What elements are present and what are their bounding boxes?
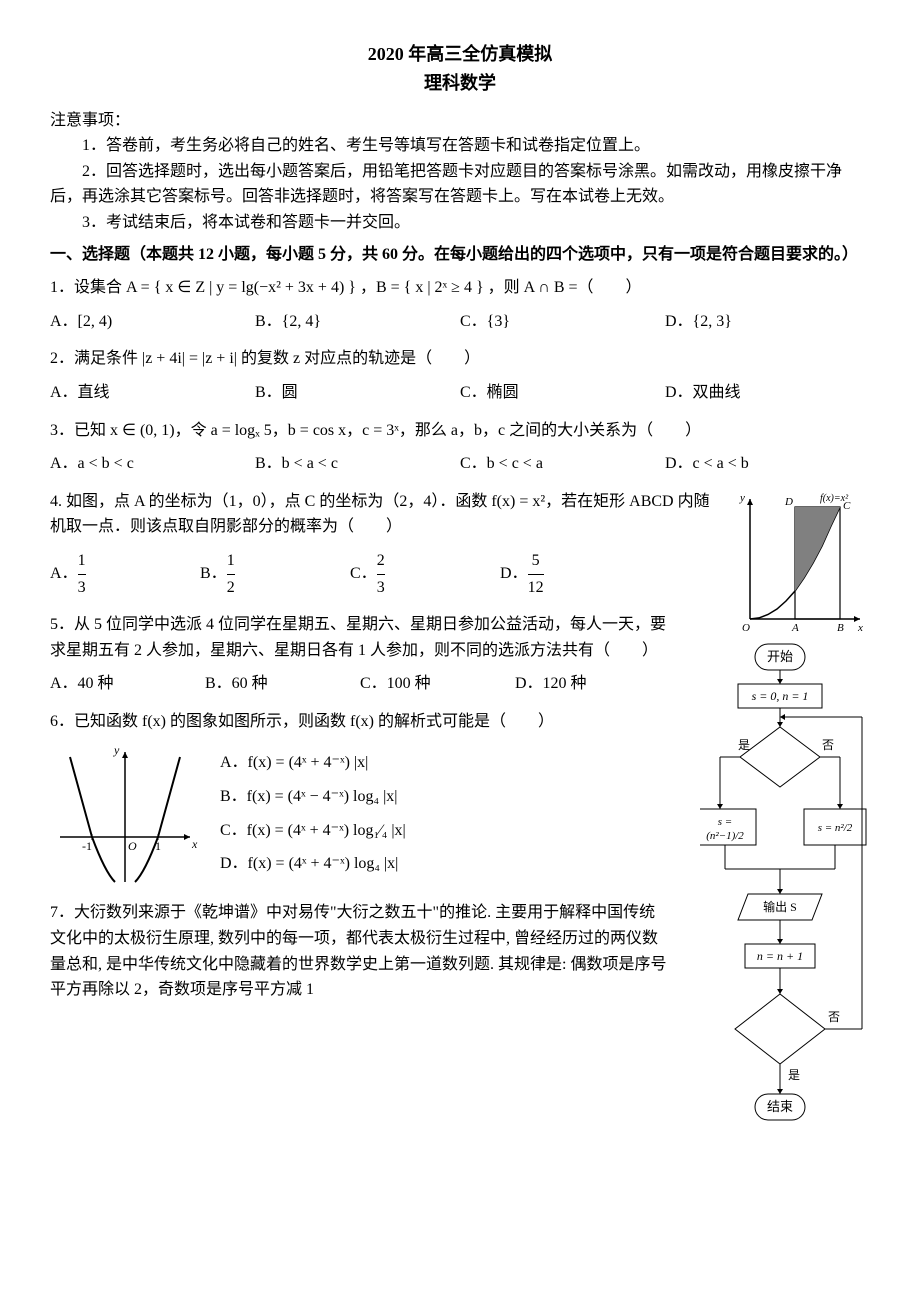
fc-end: 结束 — [767, 1099, 793, 1114]
page-subject: 理科数学 — [50, 69, 870, 98]
fc-inc: n = n + 1 — [757, 949, 803, 963]
q4-options: A．13 B．12 C．23 D．512 — [50, 548, 650, 600]
q6-label-x: x — [191, 837, 198, 851]
q6-opt-a: A．f(x) = (4ˣ + 4⁻ˣ) |x| — [220, 750, 670, 776]
q2-opt-a: A．直线 — [50, 380, 255, 406]
fc-start: 开始 — [767, 649, 793, 664]
q6-stem: 6．已知函数 f(x) 的图象如图所示，则函数 f(x) 的解析式可能是（ ） — [50, 709, 670, 735]
q6-options: A．f(x) = (4ˣ + 4⁻ˣ) |x| B．f(x) = (4ˣ − 4… — [200, 742, 670, 884]
notice-head: 注意事项： — [50, 108, 870, 134]
section1-head: 一、选择题（本题共 12 小题，每小题 5 分，共 60 分。在每小题给出的四个… — [50, 242, 870, 268]
fc-init: s = 0, n = 1 — [752, 689, 809, 703]
q5-stem: 5．从 5 位同学中选派 4 位同学在星期五、星期六、星期日参加公益活动，每人一… — [50, 612, 670, 663]
q6-label-y: y — [113, 743, 120, 757]
q6-opt-b: B．f(x) = (4ˣ − 4⁻ˣ) log₄ |x| — [220, 784, 670, 810]
q4-opt-c: C．23 — [350, 548, 500, 600]
q4-label-b: B — [837, 622, 844, 634]
q5-opt-b: B．60 种 — [205, 671, 360, 697]
notice-item-3: 3．考试结束后，将本试卷和答题卡一并交回。 — [50, 210, 870, 236]
q6-opt-c: C．f(x) = (4ˣ + 4⁻ˣ) log₁⁄₄ |x| — [220, 818, 670, 844]
q1-stem: 1．设集合 A = { x ∈ Z | y = lg(−x² + 3x + 4)… — [50, 275, 870, 301]
q5-opt-c: C．100 种 — [360, 671, 515, 697]
fc-branch-no1: s = n²/2 — [818, 822, 853, 834]
fc-output: 输出 S — [763, 899, 797, 914]
q1-opt-d: D．{2, 3} — [665, 309, 870, 335]
fc-cond1-no: 否 — [822, 738, 834, 752]
q4-figure: O A B C D x y f(x)=x² — [730, 489, 870, 639]
q4-opt-d: D．512 — [500, 548, 650, 600]
q7-stem: 7．大衍数列来源于《乾坤谱》中对易传"大衍之数五十"的推论. 主要用于解释中国传… — [50, 900, 670, 1002]
q5-opt-a: A．40 种 — [50, 671, 205, 697]
q6-figure: x y -1 O 1 — [50, 742, 200, 892]
flowchart-figure: 开始 s = 0, n = 1 是 否 s = (n²−1)/2 s = n²/… — [700, 639, 870, 1159]
fc-cond1-yes: 是 — [738, 738, 750, 752]
q4-label-a: A — [791, 622, 799, 634]
q3-opt-d: D．c < a < b — [665, 451, 870, 477]
q1-options: A．[2, 4) B．{2, 4} C．{3} D．{2, 3} — [50, 309, 870, 335]
q4-label-o: O — [742, 622, 750, 634]
q3-options: A．a < b < c B．b < a < c C．b < c < a D．c … — [50, 451, 870, 477]
q3-stem: 3．已知 x ∈ (0, 1)，令 a = logₓ 5，b = cos x，c… — [50, 418, 870, 444]
fc-cond2-yes: 是 — [788, 1068, 800, 1082]
q4-label-d: D — [784, 496, 793, 508]
q3-opt-a: A．a < b < c — [50, 451, 255, 477]
q1-opt-c: C．{3} — [460, 309, 665, 335]
page-title: 2020 年高三全仿真模拟 — [50, 40, 870, 69]
q2-stem: 2．满足条件 |z + 4i| = |z + i| 的复数 z 对应点的轨迹是（… — [50, 346, 870, 372]
q3-opt-b: B．b < a < c — [255, 451, 460, 477]
fc-branch-yes1: s = — [718, 816, 732, 828]
q5-options: A．40 种 B．60 种 C．100 种 D．120 种 — [50, 671, 670, 697]
fc-cond2-no: 否 — [828, 1010, 840, 1024]
q2-opt-b: B．圆 — [255, 380, 460, 406]
q1-opt-b: B．{2, 4} — [255, 309, 460, 335]
q2-opt-d: D．双曲线 — [665, 380, 870, 406]
q2-options: A．直线 B．圆 C．椭圆 D．双曲线 — [50, 380, 870, 406]
q6-tick-0: O — [128, 839, 137, 853]
q4-label-x: x — [857, 622, 863, 634]
q4-label-y: y — [739, 492, 745, 504]
q4-opt-b: B．12 — [200, 548, 350, 600]
q4-opt-a: A．13 — [50, 548, 200, 600]
q1-opt-a: A．[2, 4) — [50, 309, 255, 335]
notice-item-2: 2．回答选择题时，选出每小题答案后，用铅笔把答题卡对应题目的答案标号涂黑。如需改… — [50, 159, 870, 210]
q6-opt-d: D．f(x) = (4ˣ + 4⁻ˣ) log₄ |x| — [220, 851, 670, 877]
q4-label-fx: f(x)=x² — [820, 493, 849, 504]
q3-opt-c: C．b < c < a — [460, 451, 665, 477]
q6-tick-neg1: -1 — [82, 839, 92, 853]
notice-item-1: 1．答卷前，考生务必将自己的姓名、考生号等填写在答题卡和试卷指定位置上。 — [50, 133, 870, 159]
q2-opt-c: C．椭圆 — [460, 380, 665, 406]
q5-opt-d: D．120 种 — [515, 671, 670, 697]
svg-text:(n²−1)/2: (n²−1)/2 — [706, 830, 744, 842]
